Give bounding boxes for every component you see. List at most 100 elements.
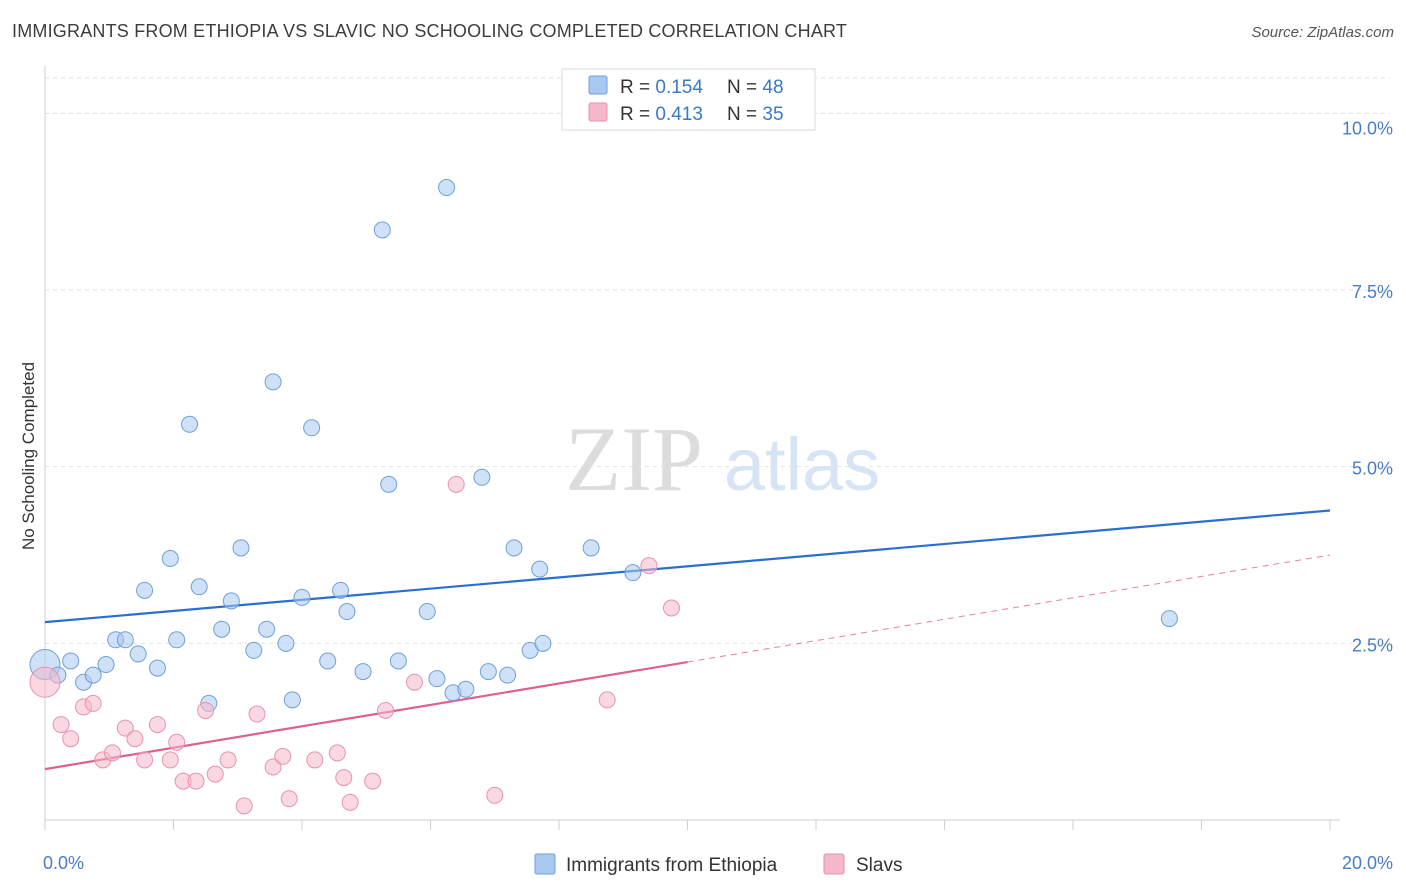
- point-ethiopia: [499, 666, 517, 684]
- bottom-legend: Immigrants from Ethiopia Slavs: [534, 853, 902, 876]
- point-ethiopia: [373, 221, 391, 239]
- svg-text:N = 35: N = 35: [727, 104, 784, 125]
- x-tick-label: 0.0%: [43, 853, 84, 873]
- point-slavs: [248, 705, 266, 723]
- point-ethiopia: [293, 588, 311, 606]
- y-tick-label: 10.0%: [1342, 118, 1393, 138]
- point-ethiopia: [521, 641, 539, 659]
- point-slavs: [103, 744, 121, 762]
- point-ethiopia: [97, 656, 115, 674]
- point-slavs: [84, 694, 102, 712]
- point-slavs: [197, 701, 215, 719]
- point-ethiopia: [190, 578, 208, 596]
- point-ethiopia: [457, 680, 475, 698]
- point-ethiopia: [222, 592, 240, 610]
- y-tick-label: 2.5%: [1352, 635, 1393, 655]
- point-slavs: [168, 733, 186, 751]
- bottom-legend-label-ethiopia: Immigrants from Ethiopia: [566, 855, 778, 876]
- trend-line-1: [44, 660, 688, 771]
- legend-swatch-slavs: [588, 102, 608, 122]
- legend-r-label-2: R =: [620, 104, 655, 125]
- watermark-zip: ZIP: [565, 408, 703, 510]
- point-slavs: [280, 790, 298, 808]
- point-ethiopia: [319, 652, 337, 670]
- point-ethiopia: [479, 663, 497, 681]
- data-points: [29, 179, 1178, 815]
- point-slavs: [486, 786, 504, 804]
- point-slavs: [187, 772, 205, 790]
- point-slavs: [335, 769, 353, 787]
- point-slavs: [274, 747, 292, 765]
- point-ethiopia: [531, 560, 549, 578]
- point-slavs: [219, 751, 237, 769]
- legend-n-label-1: N =: [727, 77, 762, 98]
- point-ethiopia: [84, 666, 102, 684]
- point-slavs: [341, 793, 359, 811]
- point-ethiopia: [428, 670, 446, 688]
- point-slavs: [364, 772, 382, 790]
- top-legend: R = 0.154 N = 48 R = 0.413 N = 35: [561, 68, 816, 131]
- axes: 2.5% 5.0% 7.5% 10.0% 0.0% 20.0%: [43, 66, 1393, 873]
- point-ethiopia: [418, 603, 436, 621]
- x-tick-label: 20.0%: [1342, 853, 1393, 873]
- point-ethiopia: [473, 468, 491, 486]
- point-slavs: [405, 673, 423, 691]
- watermark-atlas: atlas: [724, 423, 880, 506]
- point-ethiopia: [161, 550, 179, 568]
- legend-n-value-1: 48: [762, 77, 783, 98]
- point-slavs: [235, 797, 253, 815]
- legend-swatch-ethiopia: [588, 75, 608, 95]
- point-ethiopia: [354, 663, 372, 681]
- point-ethiopia: [338, 603, 356, 621]
- bottom-legend-swatch-ethiopia: [534, 853, 556, 875]
- point-ethiopia: [534, 634, 552, 652]
- trend-line-0: [44, 509, 1331, 624]
- point-ethiopia: [62, 652, 80, 670]
- gridlines: [45, 77, 1390, 644]
- point-ethiopia: [116, 631, 134, 649]
- point-ethiopia: [258, 620, 276, 638]
- point-ethiopia: [136, 581, 154, 599]
- legend-r-value-1: 0.154: [655, 77, 703, 98]
- trend-lines: [44, 509, 1331, 771]
- point-ethiopia: [148, 659, 166, 677]
- point-ethiopia: [624, 564, 642, 582]
- point-ethiopia: [332, 581, 350, 599]
- point-slavs: [29, 666, 61, 698]
- y-tick-label: 5.0%: [1352, 459, 1393, 479]
- chart-title: IMMIGRANTS FROM ETHIOPIA VS SLAVIC NO SC…: [12, 21, 848, 41]
- y-tick-label: 7.5%: [1352, 282, 1393, 302]
- point-ethiopia: [303, 419, 321, 437]
- point-ethiopia: [438, 179, 456, 197]
- point-ethiopia: [264, 373, 282, 391]
- y-axis-label: No Schooling Completed: [19, 362, 38, 550]
- point-ethiopia: [582, 539, 600, 557]
- source-label: Source: ZipAtlas.com: [1251, 24, 1394, 41]
- point-slavs: [447, 475, 465, 493]
- point-ethiopia: [245, 641, 263, 659]
- svg-text:R = 0.413: R = 0.413: [620, 104, 703, 125]
- legend-n-label-2: N =: [727, 104, 762, 125]
- point-slavs: [328, 744, 346, 762]
- point-ethiopia: [283, 691, 301, 709]
- point-slavs: [116, 719, 134, 737]
- point-slavs: [136, 751, 154, 769]
- point-slavs: [161, 751, 179, 769]
- svg-text:N = 48: N = 48: [727, 77, 784, 98]
- point-slavs: [640, 557, 658, 575]
- point-ethiopia: [277, 634, 295, 652]
- point-ethiopia: [380, 475, 398, 493]
- point-slavs: [62, 730, 80, 748]
- point-ethiopia: [232, 539, 250, 557]
- point-slavs: [126, 730, 144, 748]
- point-slavs: [662, 599, 680, 617]
- point-ethiopia: [213, 620, 231, 638]
- point-ethiopia: [389, 652, 407, 670]
- point-slavs: [598, 691, 616, 709]
- point-slavs: [52, 716, 70, 734]
- point-slavs: [377, 701, 395, 719]
- trend-line-extension-1: [687, 554, 1331, 663]
- point-ethiopia: [129, 645, 147, 663]
- point-ethiopia: [168, 631, 186, 649]
